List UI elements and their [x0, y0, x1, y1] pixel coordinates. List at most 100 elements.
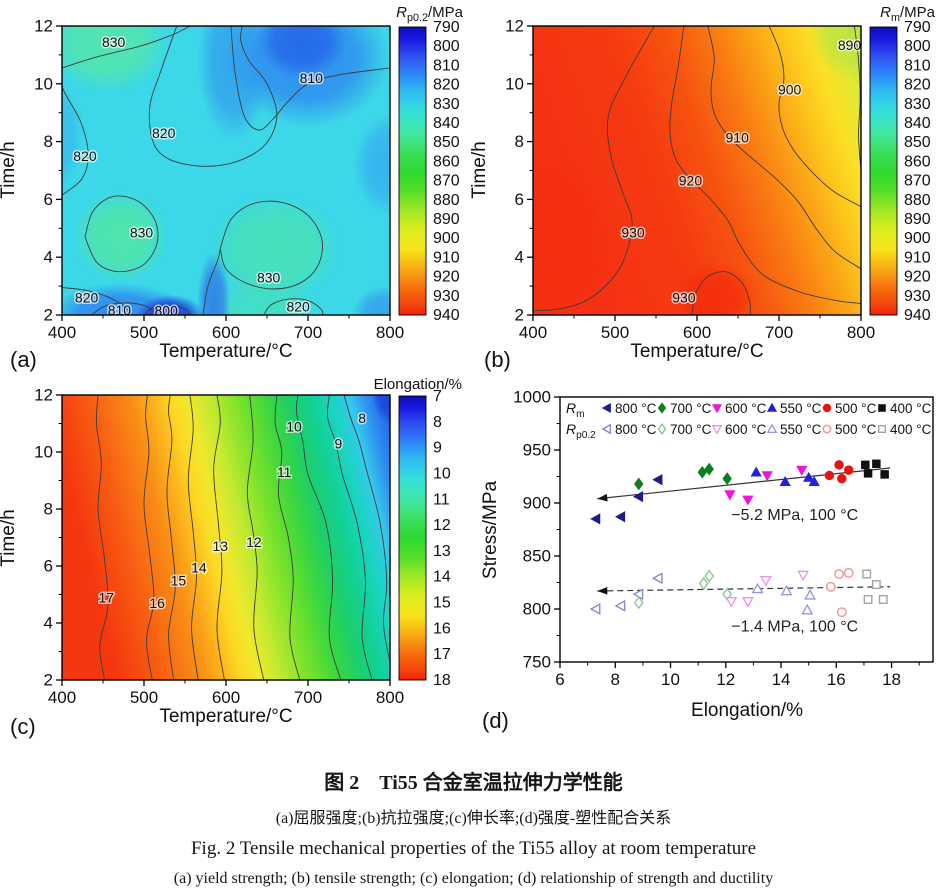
data-point: [632, 588, 644, 601]
colorbar-tick-label: 14: [433, 569, 451, 586]
contour-label: 930: [621, 225, 645, 241]
legend-series-label: Rm: [566, 400, 585, 420]
contour-label: 930: [672, 290, 696, 306]
colorbar-tick-label: 930: [904, 288, 931, 305]
colorbar-tick-label: 790: [433, 19, 460, 36]
data-point: [698, 576, 709, 591]
contour-line: [768, 26, 861, 208]
data-point: [796, 465, 808, 476]
y-tick-label: 12: [34, 386, 53, 405]
field-shade-blob: [197, 26, 272, 142]
colorbar-tick-label: 920: [904, 269, 931, 286]
colorbar-tick-label: 11: [433, 491, 450, 508]
data-point: [834, 569, 844, 579]
y-axis-title: Stress/MPa: [480, 480, 501, 579]
y-tick-label: 2: [515, 306, 524, 325]
colorbar-tick-label: 800: [904, 38, 931, 55]
x-tick-label: 400: [48, 323, 76, 342]
colorbar-tick-label: 890: [433, 211, 460, 228]
plot-border: [61, 25, 391, 316]
colorbar-tick-label: 840: [433, 115, 460, 132]
data-point: [725, 597, 738, 608]
contour-line: [669, 26, 861, 304]
colorbar-tick-label: 800: [433, 38, 460, 55]
colorbar-tick-label: 820: [904, 77, 931, 94]
contour-line: [295, 395, 342, 680]
field-shade-blob: [807, 26, 861, 84]
legend-item-label: 700 °C: [670, 401, 712, 416]
caption-zh-title: 图 2 Ti55 合金室温拉伸力学性能: [324, 772, 623, 794]
contour-label: 13: [212, 538, 228, 554]
field-shade-blob: [62, 26, 169, 93]
contour-label: 820: [152, 125, 176, 141]
y-axis-title: Time/h: [0, 509, 19, 566]
contour-label: 14: [191, 559, 207, 575]
contour-label: 830: [257, 269, 281, 285]
x-tick-label: 8: [611, 670, 620, 689]
data-point: [871, 580, 881, 590]
x-tick-label: 600: [212, 323, 240, 342]
legend-marker-diamond: [657, 402, 667, 414]
contour-label: 810: [300, 70, 324, 86]
colorbar-tick-label: 850: [904, 134, 931, 151]
panel-letter: (b): [484, 347, 511, 372]
x-tick-label: 14: [772, 670, 791, 689]
x-tick-label: 800: [376, 323, 404, 342]
caption-en-title: Fig. 2 Tensile mechanical properties of …: [190, 838, 757, 859]
data-point: [863, 595, 873, 604]
trend-arrowhead: [597, 587, 608, 595]
contour-line: [691, 271, 751, 315]
caption-en-subtitle: (a) yield strength; (b) tensile strength…: [173, 870, 774, 887]
legend-item-label: 550 °C: [780, 401, 822, 416]
y-tick-label: 12: [34, 17, 53, 36]
data-point: [801, 603, 814, 615]
data-point: [834, 460, 844, 470]
legend-series-label: Rp0.2: [566, 421, 596, 441]
contour-label: 820: [73, 148, 97, 164]
contour-label: 830: [102, 34, 126, 50]
x-tick-label: 6: [555, 670, 564, 689]
legend-item-label: 800 °C: [615, 401, 657, 416]
y-tick-label: 10: [505, 74, 524, 93]
data-point: [862, 569, 872, 579]
contour-line: [143, 304, 191, 315]
contour-line: [246, 395, 265, 680]
panel-d-strength-ductility-scatter: 6 8 10 12 14 16 18 750 800 850 900 950 1000 Elongatio…: [480, 388, 934, 733]
field-shade-blob: [73, 190, 169, 284]
x-tick-label: 16: [827, 670, 846, 689]
data-point: [589, 603, 601, 615]
contour-label: 10: [286, 418, 302, 434]
contour-line: [326, 395, 373, 680]
legend-item-label: 400 °C: [890, 422, 932, 437]
contour-label: 810: [108, 302, 132, 318]
data-point: [878, 595, 888, 604]
field-shade-blob: [352, 286, 390, 315]
trend-annotation: −1.4 MPa, 100 °C: [731, 618, 858, 635]
colorbar-tick-label: 900: [433, 230, 460, 247]
contour-line: [343, 395, 390, 663]
plot-border: [559, 396, 934, 663]
colorbar-tick-label: 880: [904, 192, 931, 209]
colorbar-tick-label: 18: [433, 672, 451, 689]
contour-label: 15: [171, 572, 187, 588]
contour-label: 11: [277, 464, 292, 480]
data-point: [704, 569, 715, 583]
data-point: [750, 466, 762, 477]
y-axis-title: Time/h: [0, 141, 19, 198]
data-point: [825, 581, 836, 592]
data-point: [844, 465, 854, 475]
x-tick-label: 700: [294, 323, 322, 342]
y-tick-label: 750: [523, 653, 551, 672]
contour-label: 820: [75, 290, 99, 306]
trend-arrowhead: [597, 493, 608, 502]
colorbar-tick-label: 15: [433, 595, 451, 612]
contour-line: [219, 200, 323, 290]
data-point: [724, 490, 736, 501]
x-tick-label: 500: [601, 323, 629, 342]
data-point: [632, 490, 644, 503]
contour-line: [707, 26, 861, 270]
x-axis-title: Temperature/°C: [630, 341, 763, 362]
data-point: [780, 584, 793, 596]
